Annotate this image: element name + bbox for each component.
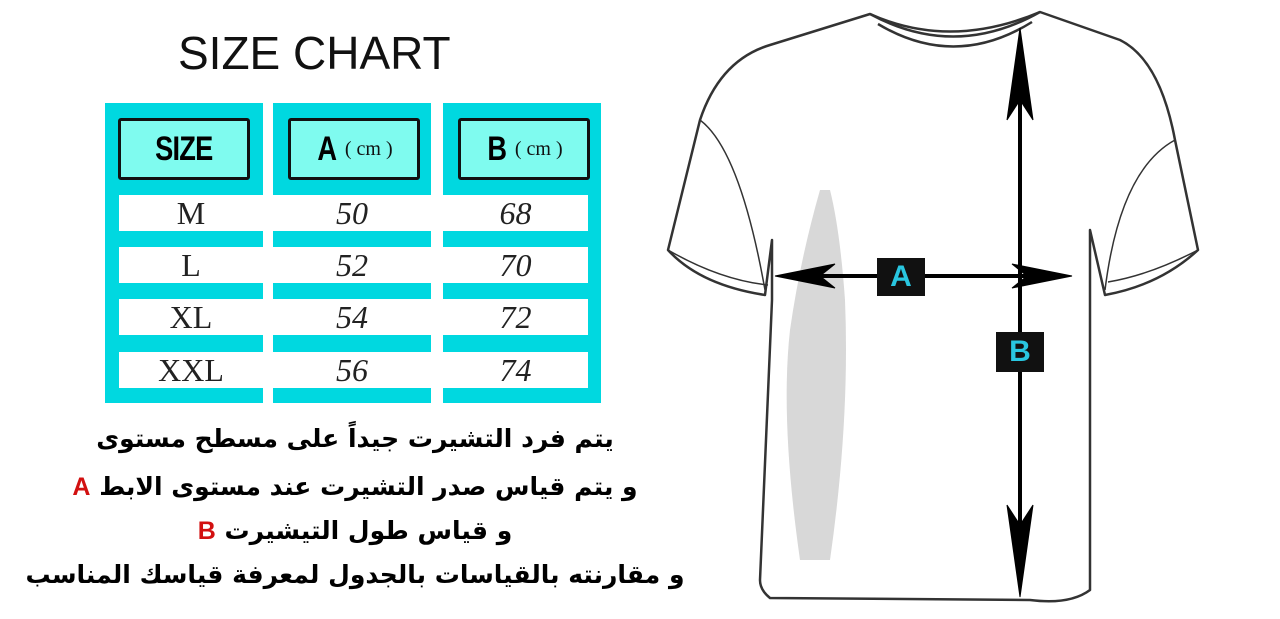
measure-arrow-b <box>1006 27 1034 598</box>
table-cell-size: XXL <box>119 352 263 388</box>
table-cell-b: 68 <box>443 195 588 231</box>
header-label: A <box>317 129 338 168</box>
instruction-line: و مقارنته بالقياسات بالجدول لمعرفة قياسك… <box>20 560 690 589</box>
table-cell-size: M <box>119 195 263 231</box>
marker-a: A <box>72 473 91 501</box>
table-cell-a: 50 <box>273 195 431 231</box>
instruction-text: و قياس طول التيشيرت <box>224 516 513 545</box>
marker-b: B <box>197 517 216 545</box>
table-cell-size: XL <box>119 299 263 335</box>
table-cell-b: 74 <box>443 352 588 388</box>
header-unit: ( cm ) <box>344 137 393 160</box>
instruction-text: و يتم قياس صدر التشيرت عند مستوى الابط <box>99 472 638 501</box>
table-cell-b: 70 <box>443 247 588 283</box>
size-header: SIZE <box>118 118 250 180</box>
label-b: B <box>996 332 1044 372</box>
b-column: B ( cm ) 68 70 72 74 <box>443 103 601 403</box>
instruction-line: يتم فرد التشيرت جيداً على مسطح مستوى <box>20 424 690 453</box>
instruction-line: و قياس طول التيشيرت B <box>20 516 690 546</box>
fabric-shadow <box>786 190 846 560</box>
header-unit: ( cm ) <box>514 137 563 160</box>
table-cell-a: 52 <box>273 247 431 283</box>
page-title: SIZE CHART <box>178 27 451 79</box>
table-cell-size: L <box>119 247 263 283</box>
a-header: A ( cm ) <box>288 118 420 180</box>
instruction-text: و مقارنته بالقياسات بالجدول لمعرفة قياسك… <box>25 560 685 589</box>
b-header: B ( cm ) <box>458 118 590 180</box>
tshirt-illustration <box>666 10 1200 603</box>
header-label: SIZE <box>155 129 213 168</box>
size-column: SIZE M L XL XXL <box>105 103 263 403</box>
table-cell-a: 56 <box>273 352 431 388</box>
instruction-text: يتم فرد التشيرت جيداً على مسطح مستوى <box>96 424 614 453</box>
table-cell-b: 72 <box>443 299 588 335</box>
a-column: A ( cm ) 50 52 54 56 <box>273 103 431 403</box>
table-cell-a: 54 <box>273 299 431 335</box>
instruction-line: و يتم قياس صدر التشيرت عند مستوى الابط A <box>20 472 690 502</box>
label-a: A <box>877 258 925 296</box>
header-label: B <box>487 129 508 168</box>
